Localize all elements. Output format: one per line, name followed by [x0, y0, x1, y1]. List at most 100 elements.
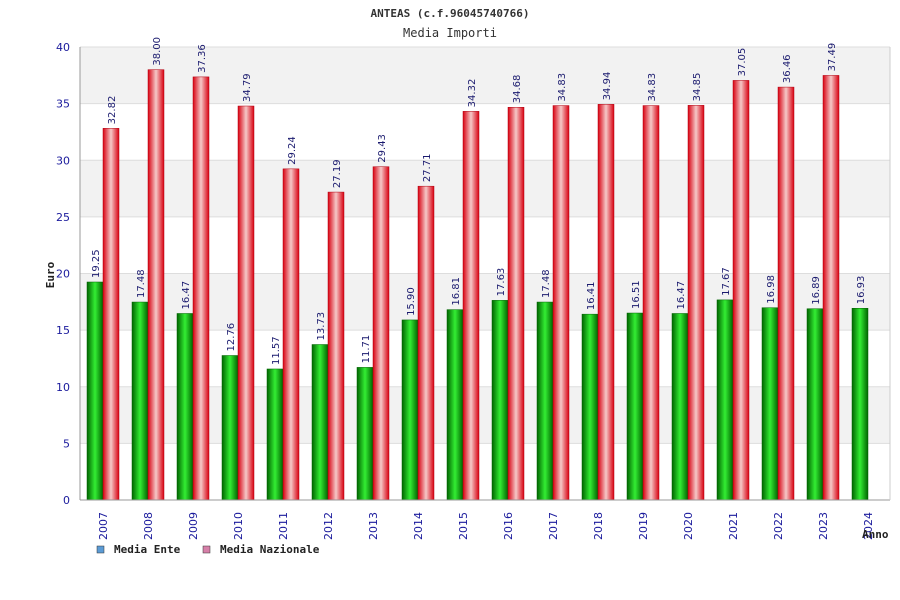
bar-media-ente [581, 313, 599, 501]
data-label: 36.46 [782, 54, 793, 83]
legend-label-media-ente: Media Ente [114, 543, 181, 556]
data-label: 16.93 [856, 276, 867, 305]
legend: Media Ente Media Nazionale [96, 543, 320, 556]
bar-media-ente [356, 367, 374, 501]
bar-media-ente [491, 300, 509, 501]
legend-swatch-media-nazionale [202, 545, 211, 554]
data-label: 17.63 [496, 268, 507, 297]
data-label: 34.83 [557, 73, 568, 102]
bars [86, 69, 869, 501]
bar-media-nazionale [687, 105, 705, 501]
y-axis-label: Euro [44, 261, 57, 288]
x-tick-label: 2024 [862, 512, 875, 540]
y-tick-label: 30 [56, 154, 70, 167]
data-label: 34.32 [467, 79, 478, 108]
bar-media-ente [176, 313, 194, 501]
bar-media-ente [806, 308, 824, 501]
bar-media-ente [851, 308, 869, 501]
bar-media-ente [401, 319, 419, 501]
bar-media-nazionale [102, 128, 120, 501]
bar-media-ente [266, 368, 284, 501]
x-tick-label: 2009 [187, 512, 200, 540]
y-tick-label: 15 [56, 324, 70, 337]
data-label: 34.85 [692, 73, 703, 102]
x-tick-label: 2017 [547, 512, 560, 540]
data-label: 32.82 [107, 96, 118, 125]
bar-media-ente [536, 301, 554, 501]
x-tick-label: 2023 [817, 512, 830, 540]
data-label: 16.98 [766, 275, 777, 304]
bar-media-nazionale [642, 105, 660, 501]
bar-media-nazionale [552, 105, 570, 501]
axes: 0 5 10 15 20 25 30 35 40 2007 2008 2009 2010 2011 2012… [56, 41, 891, 540]
bar-media-nazionale [732, 80, 750, 501]
data-label: 27.71 [422, 154, 433, 183]
data-label: 29.43 [377, 134, 388, 163]
data-label: 27.19 [332, 159, 343, 188]
data-label: 13.73 [316, 312, 327, 341]
bar-media-ente [716, 299, 734, 501]
data-label: 16.89 [811, 276, 822, 305]
x-tick-label: 2012 [322, 512, 335, 540]
bar-media-ente [446, 309, 464, 501]
data-label: 15.90 [406, 287, 417, 316]
y-tick-label: 25 [56, 211, 70, 224]
bar-media-ente [131, 301, 149, 501]
chart-subtitle: Media Importi [403, 26, 497, 40]
bar-media-nazionale [372, 166, 390, 501]
x-tick-label: 2011 [277, 512, 290, 540]
data-label: 34.68 [512, 75, 523, 104]
bar-media-nazionale [417, 185, 435, 501]
grid-band [80, 386, 890, 444]
bar-media-ente [86, 281, 104, 501]
x-tick-label: 2015 [457, 512, 470, 540]
data-label: 16.81 [451, 277, 462, 306]
grid-band [80, 47, 890, 104]
x-tick-label: 2007 [97, 512, 110, 540]
x-tick-label: 2022 [772, 512, 785, 540]
bar-media-nazionale [327, 191, 345, 501]
y-tick-label: 10 [56, 381, 70, 394]
bar-media-ente [761, 307, 779, 501]
data-label: 34.79 [242, 73, 253, 102]
grid-band [80, 273, 890, 331]
data-label: 37.05 [737, 48, 748, 77]
data-label: 16.47 [181, 281, 192, 310]
bar-media-nazionale [192, 76, 210, 501]
bar-media-ente [671, 313, 689, 501]
data-label: 34.83 [647, 73, 658, 102]
grid-band [80, 160, 890, 217]
x-tick-label: 2013 [367, 512, 380, 540]
data-label: 34.94 [602, 72, 613, 101]
y-tick-label: 35 [56, 98, 70, 111]
y-tick-label: 40 [56, 41, 70, 54]
bar-media-nazionale [147, 69, 165, 501]
bar-media-nazionale [597, 104, 615, 501]
data-label: 38.00 [152, 37, 163, 66]
x-axis-label: Anno [862, 528, 889, 541]
bar-media-nazionale [282, 168, 300, 501]
data-labels: 19.25 32.82 17.48 38.00 16.47 37.36 12.76 34.79… [91, 37, 867, 365]
data-label: 17.48 [541, 269, 552, 298]
chart-title: ANTEAS (c.f.96045740766) [371, 7, 530, 20]
data-label: 16.41 [586, 282, 597, 311]
x-tick-label: 2019 [637, 512, 650, 540]
bar-media-ente [311, 344, 329, 501]
y-tick-label: 5 [63, 437, 70, 450]
data-label: 11.57 [271, 336, 282, 365]
bar-media-nazionale [507, 106, 525, 501]
bar-media-nazionale [462, 111, 480, 501]
bar-media-nazionale [777, 86, 795, 501]
x-tick-label: 2016 [502, 512, 515, 540]
data-label: 37.36 [197, 44, 208, 73]
data-label: 12.76 [226, 323, 237, 352]
x-tick-label: 2008 [142, 512, 155, 540]
legend-swatch-media-ente [96, 545, 105, 554]
bar-media-ente [221, 355, 239, 501]
x-tick-label: 2014 [412, 512, 425, 540]
data-label: 29.24 [287, 136, 298, 165]
data-label: 37.49 [827, 43, 838, 72]
x-tick-label: 2020 [682, 512, 695, 540]
data-label: 11.71 [361, 335, 372, 364]
